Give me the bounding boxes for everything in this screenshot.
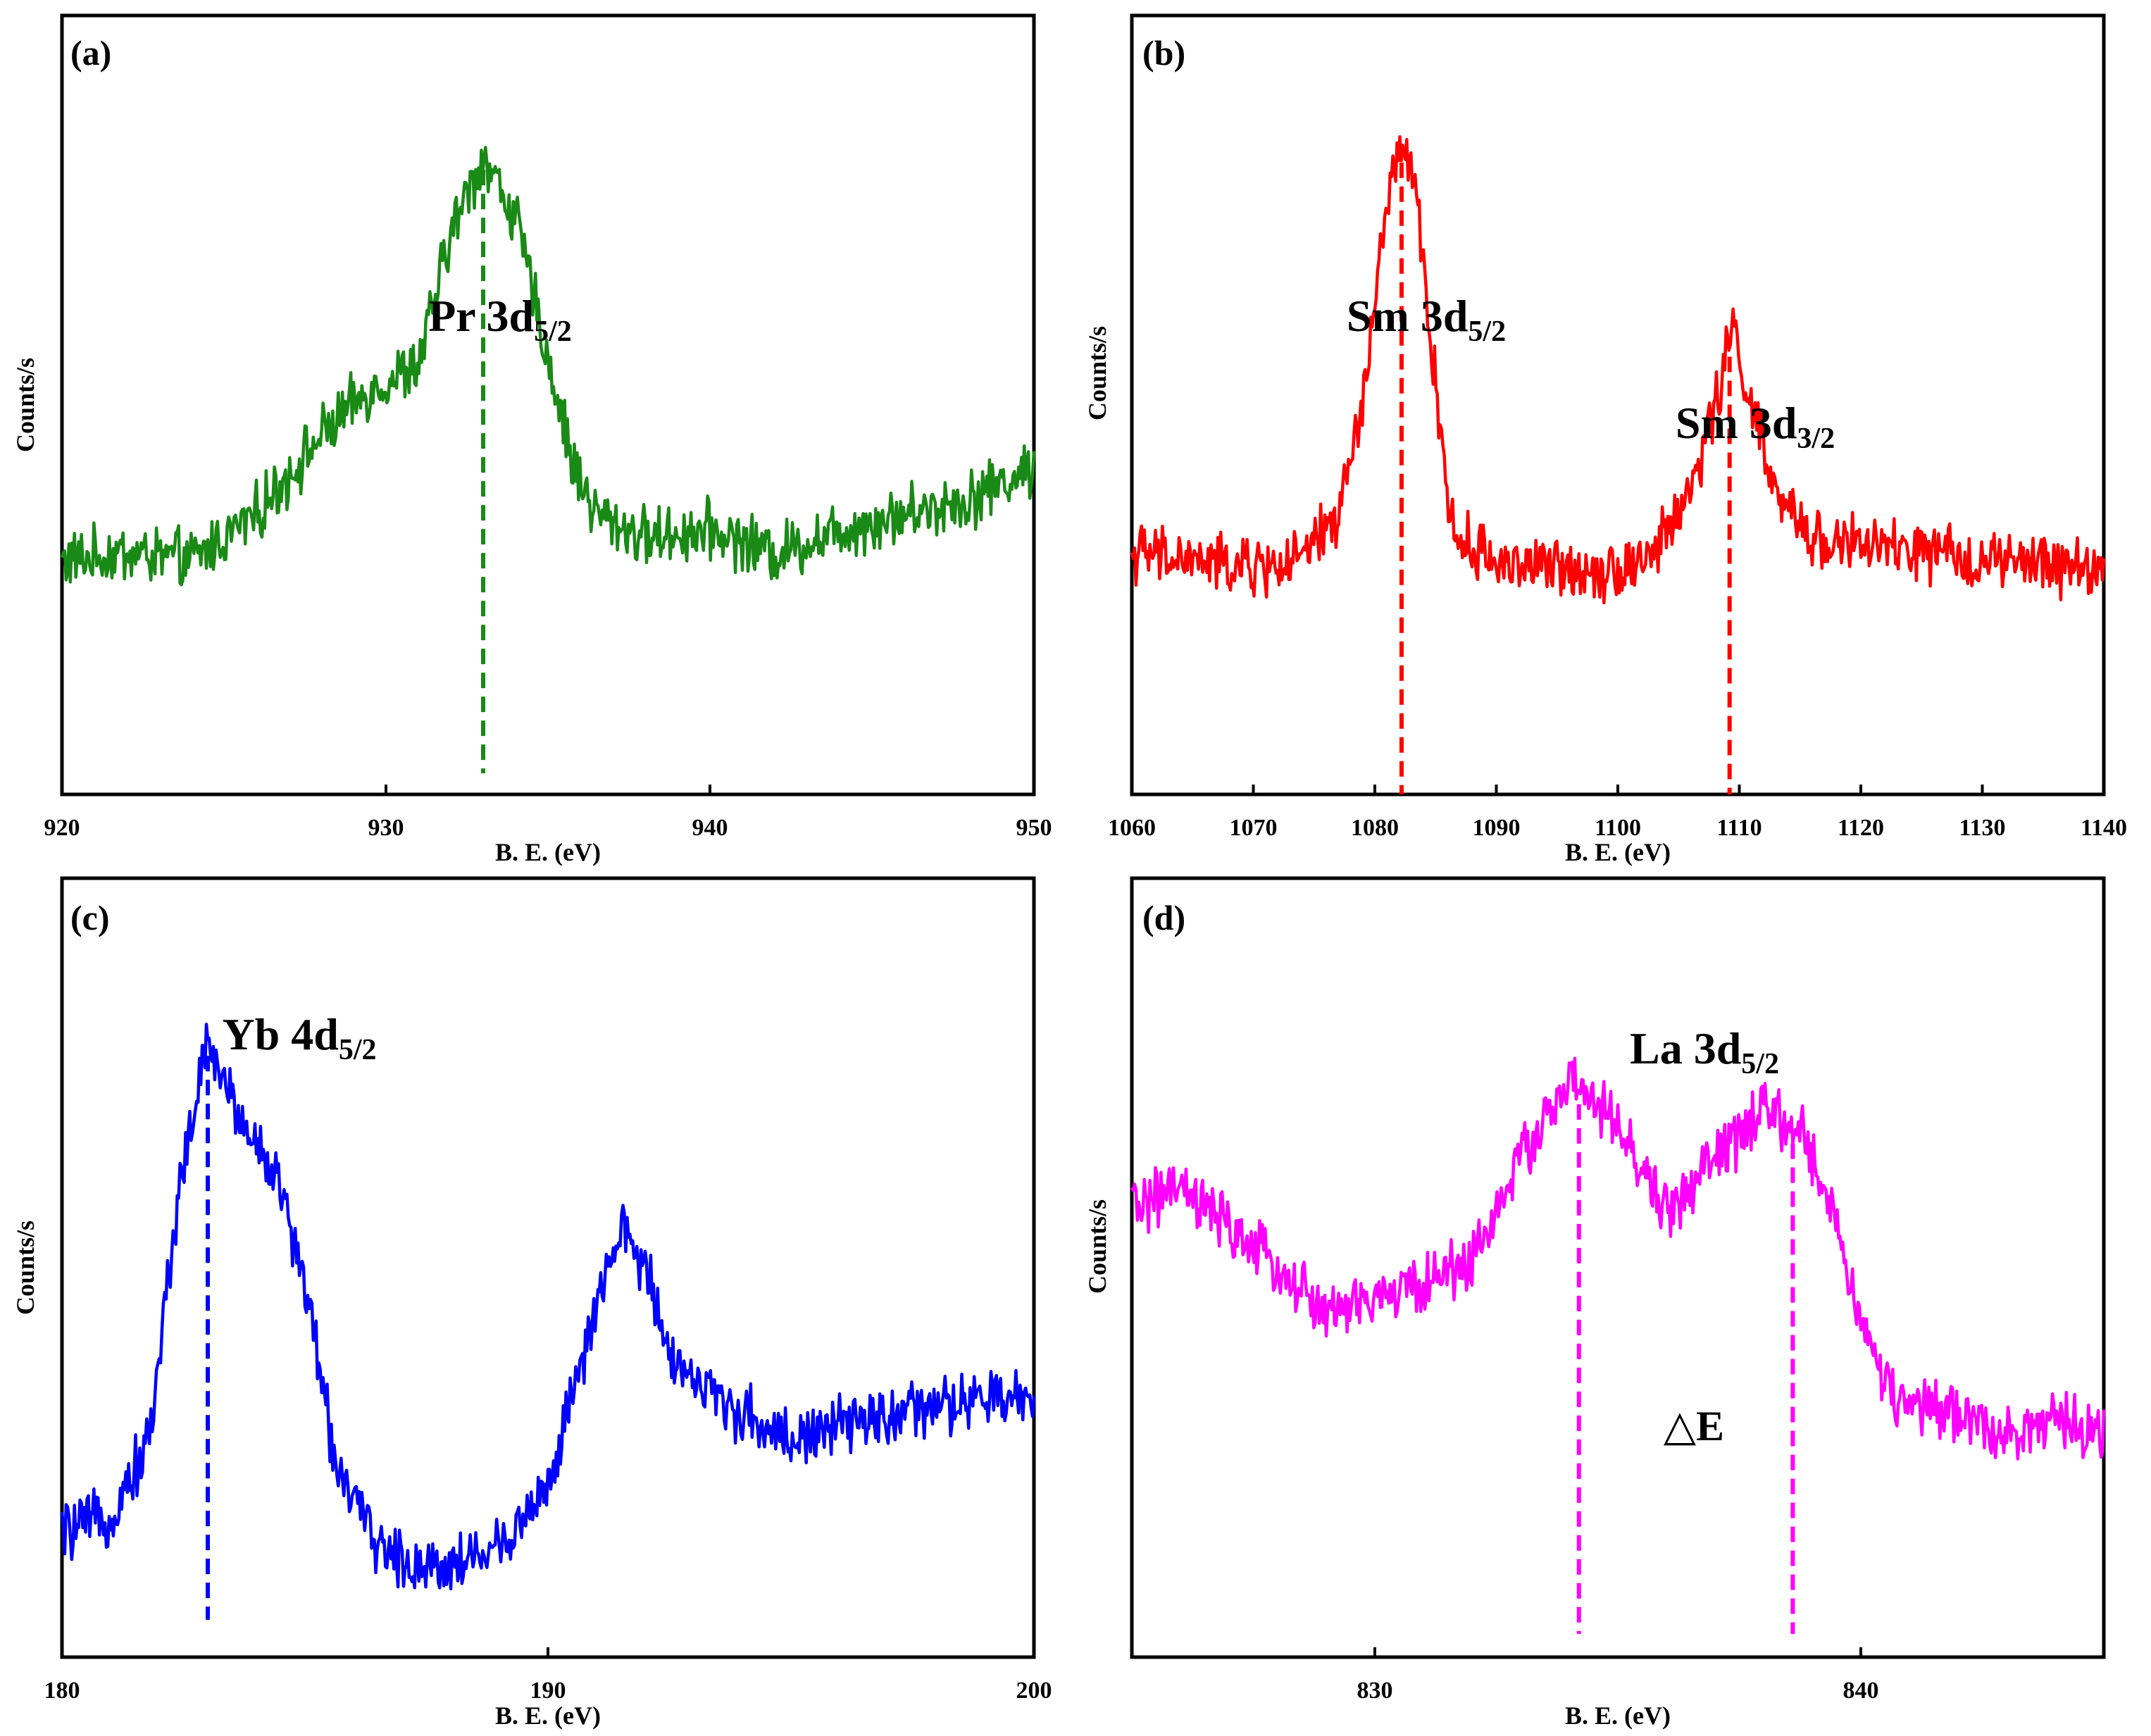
peak-label-b-0: Sm 3d5/2 (1347, 291, 1506, 348)
peak-label-b-1: Sm 3d3/2 (1676, 398, 1835, 455)
x-axis-label-d: B. E. (eV) (1565, 1701, 1671, 1730)
panel-label-d: (d) (1142, 898, 1185, 937)
x-tick-label-c: 200 (1016, 1678, 1052, 1704)
x-ticks-d: 830 840 (1357, 1647, 1879, 1704)
x-tick-label-b: 1090 (1473, 815, 1521, 841)
peak-label-a-0: Pr 3d5/2 (428, 291, 572, 348)
plot-frame-d (1130, 876, 2106, 1659)
plot-frame-b (1130, 13, 2106, 797)
x-tick-label-b: 1110 (1716, 815, 1762, 841)
panel-label-a: (a) (70, 33, 111, 73)
panel-b: (b) Counts/s B. E. (eV) 1060 1070 1080 1090… (1083, 13, 2127, 866)
x-tick-label-b: 1100 (1595, 815, 1641, 841)
panel-label-b: (b) (1142, 33, 1185, 73)
series-line-c (60, 1023, 1036, 1591)
x-axis-label-c: B. E. (eV) (495, 1701, 601, 1730)
plot-frame-a (60, 13, 1036, 797)
x-ticks-b: 1060 1070 1080 1090 1100 1110 1120 1130 1140 (1108, 785, 2127, 841)
x-tick-label-d: 830 (1357, 1678, 1393, 1704)
peak-label-c-0: Yb 4d5/2 (222, 1009, 376, 1066)
x-tick-label-b: 1070 (1230, 815, 1278, 841)
x-tick-label-b: 1140 (2081, 815, 2127, 841)
x-ticks-a: 920 930 940 950 (44, 785, 1052, 841)
series-line-d (1130, 1056, 2106, 1461)
x-tick-label-b: 1060 (1108, 815, 1156, 841)
x-tick-label-a: 940 (692, 815, 728, 841)
panel-label-c: (c) (70, 898, 110, 937)
series-line-b (1130, 135, 2106, 605)
x-tick-label-b: 1120 (1838, 815, 1884, 841)
x-tick-label-d: 840 (1843, 1678, 1879, 1704)
x-ticks-c: 180 190 200 (44, 1647, 1052, 1704)
y-axis-label-a: Counts/s (11, 358, 39, 452)
x-axis-label-a: B. E. (eV) (495, 838, 601, 866)
panel-c: (c) Counts/s B. E. (eV) 180 190 200 Yb 4d5… (11, 876, 1052, 1730)
series-line-a (60, 146, 1036, 587)
y-axis-label-b: Counts/s (1083, 326, 1111, 420)
panel-d: (d) Counts/s B. E. (eV) 830 840 La 3d5/2 … (1083, 876, 2106, 1730)
delta-e-annotation: △E (1664, 1403, 1724, 1449)
panel-a: (a) Counts/s B. E. (eV) 920 930 940 950 Pr … (11, 13, 1052, 866)
x-tick-label-b: 1130 (1959, 815, 2005, 841)
x-tick-label-a: 950 (1016, 815, 1052, 841)
x-tick-label-c: 180 (44, 1678, 80, 1704)
x-tick-label-b: 1080 (1351, 815, 1399, 841)
y-axis-label-c: Counts/s (11, 1220, 39, 1315)
x-tick-label-c: 190 (530, 1678, 566, 1704)
x-tick-label-a: 930 (368, 815, 404, 841)
x-tick-label-a: 920 (44, 815, 80, 841)
x-axis-label-b: B. E. (eV) (1565, 838, 1671, 866)
peak-label-d-0: La 3d5/2 (1630, 1023, 1779, 1080)
y-axis-label-d: Counts/s (1083, 1199, 1111, 1294)
